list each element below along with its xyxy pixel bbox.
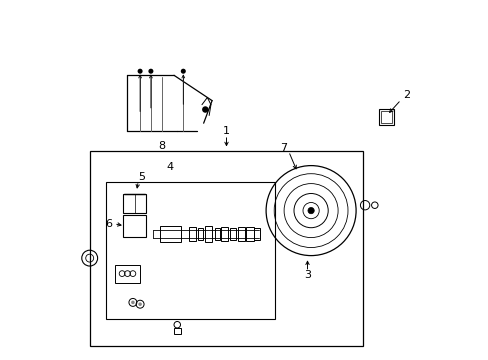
Circle shape: [307, 207, 314, 214]
Text: 4: 4: [166, 162, 173, 172]
Text: 6: 6: [105, 219, 112, 229]
Bar: [214, 228, 220, 240]
Circle shape: [181, 69, 185, 74]
Bar: [221, 227, 228, 241]
Text: 3: 3: [304, 270, 310, 280]
Bar: [160, 226, 181, 242]
Bar: [381, 111, 391, 123]
Bar: [115, 265, 140, 283]
Bar: [189, 227, 195, 241]
Text: 8: 8: [158, 141, 164, 151]
Bar: [123, 215, 146, 237]
Bar: [246, 227, 253, 241]
Bar: [197, 228, 203, 240]
Bar: [123, 194, 146, 213]
Bar: [378, 109, 393, 125]
Text: 2: 2: [402, 90, 409, 100]
Bar: [230, 228, 235, 240]
Circle shape: [202, 106, 208, 113]
Circle shape: [137, 69, 142, 74]
Text: 7: 7: [280, 143, 287, 153]
Text: 1: 1: [223, 126, 229, 136]
Circle shape: [131, 301, 134, 304]
Bar: [238, 227, 244, 241]
Text: 5: 5: [138, 172, 145, 182]
Bar: [106, 182, 275, 319]
Bar: [89, 151, 363, 346]
Bar: [173, 328, 181, 334]
Circle shape: [138, 302, 142, 306]
Bar: [254, 228, 260, 240]
Circle shape: [148, 69, 153, 74]
Bar: [204, 226, 212, 242]
